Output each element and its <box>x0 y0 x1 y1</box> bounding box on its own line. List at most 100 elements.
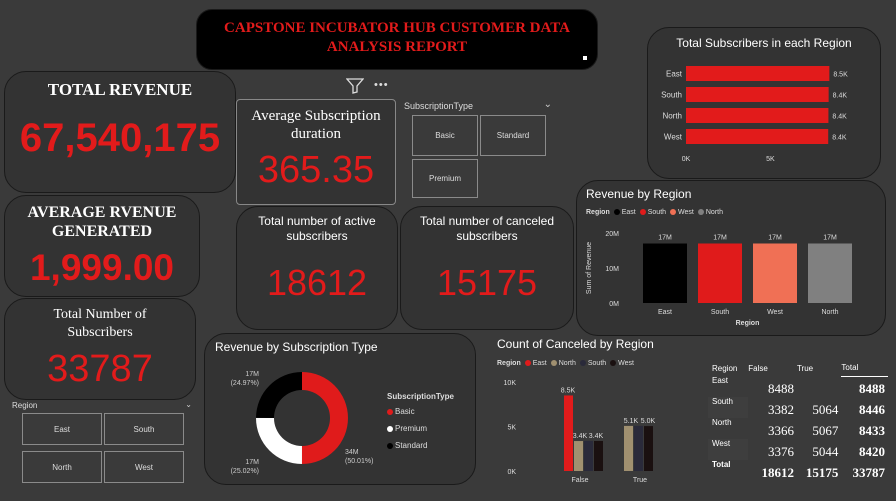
active-label-1: Total number of active <box>258 214 376 228</box>
chart-legend: Region East North South West <box>497 360 634 367</box>
legend-east: East <box>621 209 636 216</box>
data-label: 8.5K <box>561 387 576 394</box>
data-label: 8.4K <box>832 135 847 142</box>
canceled-plot: 10K 5K 0K 8.5K 3.4K 3.4K False 5.1K 5.0K True <box>504 380 656 484</box>
revenue-by-subtype-chart: Revenue by Subscription Type 34M (50.01%)… <box>204 333 476 485</box>
x-axis-title: Region <box>736 320 760 327</box>
region-option-east[interactable]: East <box>22 413 102 445</box>
x-tick-label: 5K <box>766 156 775 163</box>
chart-title: Revenue by Region <box>586 187 692 201</box>
legend-standard: Standard <box>395 441 428 450</box>
revenue-by-region-chart: Revenue by Region Region East South West Nor… <box>576 180 886 336</box>
legend-west: West <box>618 360 634 367</box>
bar <box>686 129 829 144</box>
sub-option-standard[interactable]: Standard <box>480 115 546 156</box>
bar <box>644 426 653 471</box>
total-subscribers-card: Total Number of Subscribers 33787 <box>4 298 196 400</box>
bar <box>686 66 830 81</box>
legend-west: West <box>678 209 694 216</box>
y-tick-label: 10K <box>504 380 517 387</box>
matrix-header: True <box>796 363 814 373</box>
y-tick-label: 5K <box>507 425 516 432</box>
legend-east: East <box>532 360 547 367</box>
data-label: 8.5K <box>833 72 848 79</box>
avg-revenue-value: 1,999.00 <box>29 247 175 288</box>
slice <box>256 417 302 464</box>
matrix-header: Total <box>841 360 888 377</box>
region-option-south[interactable]: South <box>104 413 184 445</box>
canceled-by-region-chart: Count of Canceled by Region Region East No… <box>494 334 706 490</box>
x-tick-label: West <box>767 309 783 316</box>
table-row: North 3366 5067 8433 <box>708 418 888 439</box>
hbar-plot: East 8.5K South 8.4K North 8.4K West 8.4K 0K 5K <box>661 66 848 163</box>
pie-legend: SubscriptionType Basic Premium Standard <box>387 391 454 454</box>
category-label: West <box>664 133 683 142</box>
row-header: North <box>712 418 732 427</box>
slice-value-label: 34M <box>345 449 359 456</box>
x-tick-label: True <box>633 477 647 484</box>
sub-option-basic[interactable]: Basic <box>412 115 478 156</box>
data-label: 17M <box>658 235 672 242</box>
bar <box>753 243 797 303</box>
sub-option-premium[interactable]: Premium <box>412 159 478 198</box>
data-label: 17M <box>713 235 727 242</box>
table-row: West 3376 5044 8420 <box>708 439 888 460</box>
row-header: South <box>708 397 749 418</box>
bar <box>624 425 633 471</box>
y-tick-label: 0M <box>609 301 619 308</box>
title-marker <box>583 56 587 60</box>
slice-value-label: 17M <box>245 459 259 466</box>
y-tick-label: 20M <box>605 231 619 238</box>
chevron-down-icon[interactable]: ⌄ <box>185 400 192 409</box>
table-cell: 8488 <box>767 381 794 396</box>
bar <box>584 440 593 471</box>
active-subscribers-card: Total number of active subscribers 18612 <box>236 206 398 330</box>
report-title-line1: CAPSTONE INCUBATOR HUB CUSTOMER DATA <box>224 20 570 36</box>
legend-premium: Premium <box>395 424 428 433</box>
region-option-north[interactable]: North <box>22 451 102 483</box>
legend-basic: Basic <box>395 407 415 416</box>
legend-north: North <box>558 360 576 367</box>
data-label: 3.4K <box>573 433 588 440</box>
active-label-2: subscribers <box>286 229 348 243</box>
y-tick-label: 0K <box>507 469 516 476</box>
table-cell: 8446 <box>859 402 885 417</box>
region-option-west[interactable]: West <box>104 451 184 483</box>
slice <box>301 372 348 464</box>
chart-legend: Region East South West North <box>586 209 723 216</box>
matrix-header: False <box>748 363 768 373</box>
avg-duration-card: Average Subscription duration 365.35 <box>236 99 396 205</box>
table-cell: 3382 <box>767 402 794 417</box>
more-icon[interactable]: ••• <box>374 79 389 91</box>
total-revenue-value: 67,540,175 <box>19 116 221 160</box>
y-tick-label: 10M <box>605 266 619 273</box>
donut-plot: 34M (50.01%) 17M (25.02%) 17M (24.97%) <box>231 371 374 475</box>
y-axis-title: Sum of Revenue <box>586 242 593 294</box>
slice <box>256 372 302 418</box>
chart-title: Count of Canceled by Region <box>497 337 654 351</box>
table-cell: 3366 <box>767 423 794 438</box>
row-header: Total <box>712 460 731 469</box>
canceled-value: 15175 <box>436 262 538 303</box>
chart-title: Total Subscribers in each Region <box>676 36 852 50</box>
bar <box>564 395 573 471</box>
avg-revenue-label-2: GENERATED <box>51 223 153 240</box>
subscription-slicer-title: SubscriptionType <box>404 101 474 111</box>
table-cell: 18612 <box>761 465 794 480</box>
data-label: 5.1K <box>624 418 639 425</box>
chevron-down-icon[interactable]: ⌄ <box>543 99 552 110</box>
avg-revenue-label-1: AVERAGE RVENUE <box>27 204 177 221</box>
x-tick-label: South <box>711 309 729 316</box>
canceled-label-1: Total number of canceled <box>419 214 555 228</box>
table-cell: 15175 <box>805 465 839 480</box>
filter-icon[interactable] <box>345 78 365 94</box>
data-label: 5.0K <box>641 418 656 425</box>
bar <box>698 243 742 303</box>
x-tick-label: False <box>571 477 588 484</box>
table-cell: 5067 <box>812 423 839 438</box>
legend-title: Region <box>497 360 521 367</box>
data-label: 8.4K <box>832 114 847 121</box>
slice-percent-label: (25.02%) <box>231 468 259 475</box>
row-header: West <box>708 439 749 460</box>
bar <box>643 243 687 303</box>
